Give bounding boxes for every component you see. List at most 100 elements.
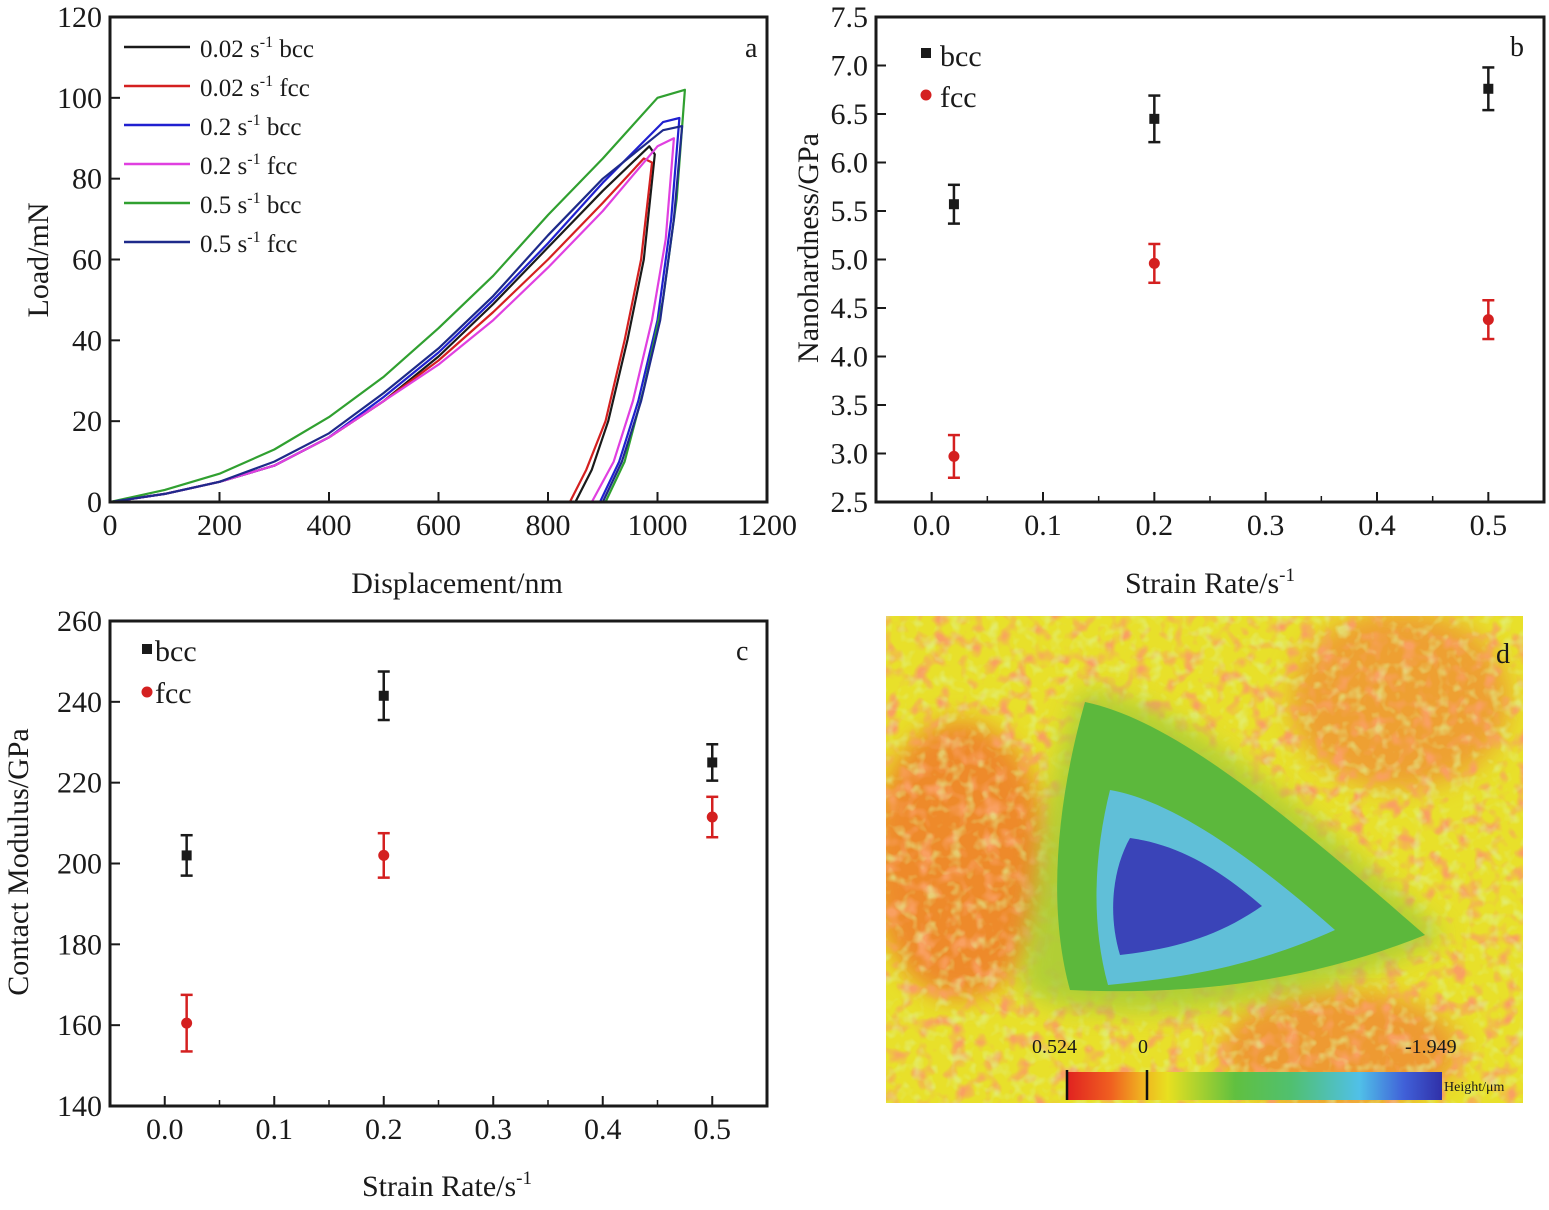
- panel-a-x-axis-label: Displacement/nm: [351, 567, 563, 600]
- panel-a-x-tick-label: 0: [103, 509, 118, 542]
- panel-b-y-tick-label: 5.5: [831, 195, 869, 228]
- colorbar-title: Height/μm: [1444, 1080, 1504, 1095]
- panel-a-y-tick-label: 80: [72, 163, 102, 196]
- panel-c-y-axis-label: Contact Modulus/GPa: [2, 728, 35, 996]
- panel-b-x-tick-label: 0.4: [1358, 509, 1396, 542]
- panel-a-x-tick-label: 600: [416, 509, 461, 542]
- panel-c-y-tick-label: 160: [57, 1009, 102, 1042]
- panel-b-y-axis-label: Nanohardness/GPa: [792, 133, 825, 363]
- panel-b: 0.0 0.1 0.2 0.3 0.4 0.5 2.5 3.0 3.5 4.0 4.5 5.0 5.5 6…: [792, 1, 1546, 600]
- panel-d-letter: d: [1496, 639, 1510, 670]
- panel-c-y-tick-label: 220: [57, 767, 102, 800]
- colorbar-gradient: [1066, 1072, 1442, 1100]
- panel-b-y-tick-label: 3.5: [831, 389, 869, 422]
- panel-b-legend-fcc-marker: [920, 89, 932, 101]
- panel-a-y-axis-label: Load/mN: [22, 203, 55, 318]
- panel-c-legend-fcc-label: fcc: [155, 677, 192, 710]
- panel-c-frame: [108, 619, 769, 1108]
- panel-a-x-tick-label: 400: [307, 509, 352, 542]
- panel-c-y-tick-label: 260: [57, 605, 102, 638]
- panel-a-legend-label: 0.02 s-1 fcc: [200, 73, 310, 102]
- panel-b-y-tick-label: 6.0: [831, 147, 869, 180]
- panel-b-x-tick-label: 0.5: [1470, 509, 1508, 542]
- panel-a-legend-label: 0.02 s-1 bcc: [200, 34, 314, 63]
- panel-c-x-tick-label: 0.1: [256, 1113, 294, 1146]
- panel-a-series-line-2: [110, 157, 654, 502]
- panel-a-legend-label: 0.2 s-1 bcc: [200, 112, 302, 141]
- panel-b-legend: bcc fcc: [920, 40, 982, 114]
- panel-a: 0 200 400 600 800 1000 1200 0 20 40 60 80 100 120 0.0…: [22, 1, 797, 600]
- panel-c-fcc-point: [181, 1017, 193, 1029]
- panel-b-y-tick-label: 7.5: [831, 1, 869, 34]
- colorbar-min-label: -1.949: [1405, 1036, 1457, 1058]
- panel-c-legend-bcc-marker: [142, 644, 152, 654]
- panel-a-legend-label: 0.5 s-1 bcc: [200, 190, 302, 219]
- panel-c-y-tick-label: 240: [57, 686, 102, 719]
- panel-c-x-tick-label: 0.2: [365, 1113, 403, 1146]
- panel-a-y-tick-label: 20: [72, 405, 102, 438]
- panel-b-legend-fcc-label: fcc: [940, 81, 977, 114]
- panel-c-marks: [180, 670, 719, 1053]
- panel-a-curves: [110, 88, 686, 502]
- panel-b-legend-bcc-marker: [921, 48, 931, 58]
- panel-b-y-tick-label: 2.5: [831, 486, 869, 519]
- panel-c-x-axis-label: Strain Rate/s-1: [362, 1168, 532, 1203]
- panel-a-axes: 0 200 400 600 800 1000 1200 0 20 40 60 80 100 120: [57, 1, 797, 542]
- panel-b-letter: b: [1510, 32, 1524, 63]
- panel-b-bcc-point: [1483, 83, 1494, 94]
- panel-a-series-line-4: [110, 137, 675, 502]
- panel-c-axes: 0.0 0.1 0.2 0.3 0.4 0.5 140 160 180 200 220 240 260: [57, 605, 731, 1146]
- panel-c-fcc-point: [378, 849, 390, 861]
- panel-b-fcc-point: [1148, 257, 1160, 269]
- panel-b-x-axis-label: Strain Rate/s-1: [1125, 565, 1295, 600]
- panel-b-y-tick-label: 4.5: [831, 292, 869, 325]
- height-map-indent-bottom: [1113, 838, 1262, 955]
- panel-a-series-line-1: [110, 145, 656, 502]
- panel-c-x-tick-label: 0.0: [146, 1113, 184, 1146]
- panel-b-y-tick-label: 7.0: [831, 50, 869, 83]
- panel-a-series-line-3: [110, 116, 681, 502]
- panel-a-y-tick-label: 120: [57, 1, 102, 34]
- height-colorbar: 0.524 0 -1.949 Height/μm: [1032, 1036, 1504, 1100]
- panel-c-legend: bcc fcc: [141, 635, 197, 710]
- panel-b-x-tick-label: 0.3: [1247, 509, 1285, 542]
- panel-c-y-tick-label: 180: [57, 928, 102, 961]
- panel-d-height-map: d 0.524 0 -1.949 Height/μm: [886, 616, 1523, 1103]
- panel-c: 0.0 0.1 0.2 0.3 0.4 0.5140160180200220240260 …: [2, 605, 769, 1203]
- panel-b-fcc-point: [948, 450, 960, 462]
- panel-c-x-tick-label: 0.3: [475, 1113, 513, 1146]
- panel-b-axes: 0.0 0.1 0.2 0.3 0.4 0.5 2.5 3.0 3.5 4.0 4.5 5.0 5.5 6…: [831, 1, 1508, 542]
- panel-c-y-tick-label: 200: [57, 848, 102, 881]
- panel-c-fcc-point: [706, 811, 718, 823]
- panel-c-y-tick-label: 140: [57, 1090, 102, 1123]
- panel-a-x-tick-label: 1000: [628, 509, 688, 542]
- panel-b-legend-bcc-label: bcc: [940, 40, 982, 73]
- panel-b-bcc-point: [948, 199, 959, 210]
- colorbar-zero-label: 0: [1138, 1036, 1148, 1058]
- panel-c-x-tick-label: 0.5: [694, 1113, 732, 1146]
- panel-c-letter: c: [736, 636, 748, 667]
- panel-a-series-line-5: [110, 88, 686, 502]
- panel-c-bcc-point: [707, 757, 718, 768]
- panel-b-y-tick-label: 5.0: [831, 244, 869, 277]
- panel-a-letter: a: [745, 33, 758, 64]
- colorbar-max-label: 0.524: [1032, 1036, 1077, 1058]
- panel-b-y-tick-label: 6.5: [831, 98, 869, 131]
- panel-a-y-tick-label: 100: [57, 82, 102, 115]
- panel-b-marks: [947, 66, 1495, 479]
- panel-c-bcc-point: [181, 850, 192, 861]
- panel-a-legend-label: 0.5 s-1 fcc: [200, 229, 297, 258]
- panel-b-x-tick-label: 0.0: [913, 509, 951, 542]
- panel-b-bcc-point: [1149, 113, 1160, 124]
- panel-b-fcc-point: [1482, 314, 1494, 326]
- panel-b-y-tick-label: 3.0: [831, 438, 869, 471]
- panel-c-legend-fcc-marker: [141, 686, 153, 698]
- panel-a-x-tick-label: 200: [197, 509, 242, 542]
- panel-a-y-tick-label: 60: [72, 244, 102, 277]
- panel-a-legend-label: 0.2 s-1 fcc: [200, 151, 297, 180]
- panel-b-x-tick-label: 0.1: [1024, 509, 1062, 542]
- panel-a-legend: 0.02 s-1 bcc 0.02 s-1 fcc 0.2 s-1 bcc 0.2 s…: [124, 34, 314, 258]
- panel-c-bcc-point: [378, 690, 389, 701]
- panel-a-series-line-6: [110, 125, 684, 502]
